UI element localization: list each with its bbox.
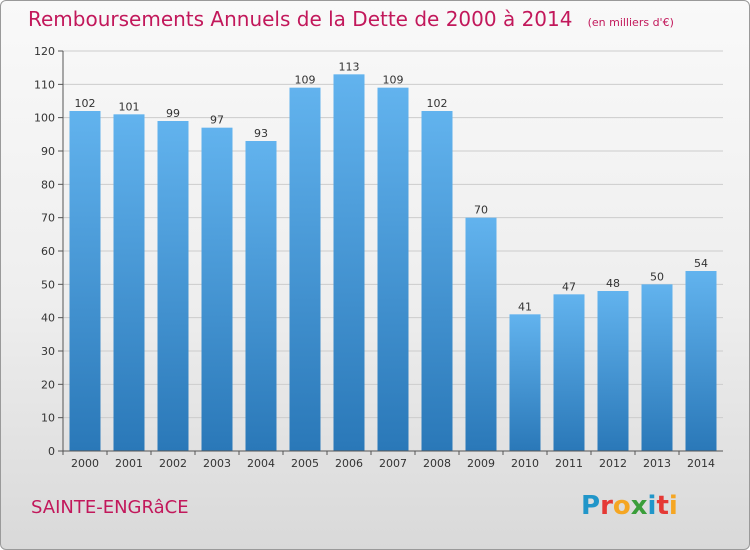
- bar: [157, 121, 189, 451]
- bar: [289, 87, 321, 452]
- y-tick-label: 30: [41, 345, 55, 358]
- x-tick-label: 2013: [643, 457, 671, 470]
- bars: 102 101 99 97 93 109 113 109 102 70 41 47 48 50 54: [69, 60, 717, 452]
- bar: [377, 87, 409, 452]
- logo-letter: x: [630, 491, 648, 521]
- x-tick-label: 2002: [159, 457, 187, 470]
- x-tick-label: 2004: [247, 457, 275, 470]
- bar: [641, 284, 673, 451]
- x-tick-label: 2012: [599, 457, 627, 470]
- y-tick-label: 110: [34, 78, 55, 91]
- data-label: 102: [427, 97, 448, 110]
- data-label: 97: [210, 114, 224, 127]
- x-tick-label: 2010: [511, 457, 539, 470]
- y-tick-label: 60: [41, 245, 55, 258]
- data-label: 41: [518, 300, 532, 313]
- y-tick-label: 0: [48, 445, 55, 458]
- x-tick-label: 2000: [71, 457, 99, 470]
- x-tick-label: 2001: [115, 457, 143, 470]
- data-label: 50: [650, 270, 664, 283]
- x-tick-label: 2014: [687, 457, 715, 470]
- bar: [553, 294, 585, 451]
- data-label: 54: [694, 257, 708, 270]
- x-tick-label: 2009: [467, 457, 495, 470]
- data-label: 109: [295, 74, 316, 87]
- x-tick-label: 2003: [203, 457, 231, 470]
- y-tick-label: 10: [41, 412, 55, 425]
- data-label: 47: [562, 280, 576, 293]
- data-label: 102: [75, 97, 96, 110]
- y-tick-label: 20: [41, 378, 55, 391]
- logo-letter: t: [656, 491, 669, 521]
- y-tick-label: 40: [41, 312, 55, 325]
- x-tick-label: 2006: [335, 457, 363, 470]
- chart-subtitle: (en milliers d'€): [587, 16, 674, 29]
- bar: [333, 74, 365, 451]
- x-tick-label: 2005: [291, 457, 319, 470]
- data-label: 93: [254, 127, 268, 140]
- logo-letter: i: [647, 491, 657, 521]
- data-label: 101: [119, 100, 140, 113]
- bar: [113, 114, 145, 451]
- data-label: 113: [339, 60, 360, 73]
- proxiti-logo: Proxiti: [581, 491, 678, 521]
- bar: [245, 141, 277, 451]
- bar: [509, 314, 541, 451]
- x-tick-label: 2008: [423, 457, 451, 470]
- data-label: 70: [474, 204, 488, 217]
- data-label: 99: [166, 107, 180, 120]
- x-tick-label: 2007: [379, 457, 407, 470]
- data-label: 48: [606, 277, 620, 290]
- logo-letter: i: [668, 491, 678, 521]
- data-label: 109: [383, 74, 404, 87]
- bar: [597, 291, 629, 451]
- y-tick-label: 50: [41, 278, 55, 291]
- y-tick-label: 100: [34, 112, 55, 125]
- logo-letter: o: [612, 491, 631, 521]
- y-tick-label: 90: [41, 145, 55, 158]
- y-tick-label: 120: [34, 45, 55, 58]
- chart-title: Remboursements Annuels de la Dette de 20…: [28, 7, 674, 31]
- bar: [201, 127, 233, 452]
- bar: [69, 111, 101, 451]
- logo-letter: r: [600, 491, 613, 521]
- bar: [465, 217, 497, 451]
- axes: 0 10 20 30 40 50 60 70 80 90 100 110 120 2000 2001 2002…: [34, 45, 723, 470]
- bar: [685, 271, 717, 451]
- commune-name: SAINTE-ENGRâCE: [31, 497, 189, 518]
- bar: [421, 111, 453, 451]
- y-tick-label: 70: [41, 212, 55, 225]
- x-tick-label: 2011: [555, 457, 583, 470]
- logo-letter: P: [581, 491, 601, 521]
- chart-title-main: Remboursements Annuels de la Dette de 20…: [28, 7, 573, 31]
- y-tick-label: 80: [41, 178, 55, 191]
